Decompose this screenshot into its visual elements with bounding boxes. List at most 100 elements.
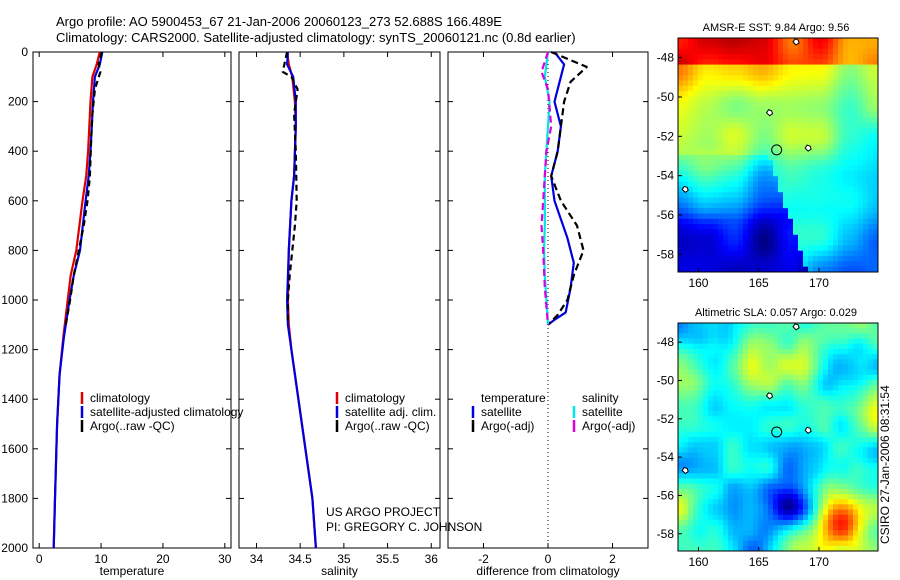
heatmap-cell bbox=[773, 499, 779, 505]
heatmap-cell bbox=[683, 112, 689, 119]
heatmap-cell bbox=[693, 250, 699, 257]
heatmap-cell bbox=[818, 96, 824, 103]
heatmap-cell bbox=[783, 457, 789, 464]
heatmap-cell bbox=[793, 117, 799, 124]
heatmap-cell bbox=[833, 139, 839, 145]
heatmap-cell bbox=[848, 328, 854, 334]
heatmap-cell bbox=[743, 504, 749, 510]
heatmap-cell bbox=[838, 405, 844, 412]
heatmap-cell bbox=[768, 348, 774, 355]
heatmap-cell bbox=[843, 457, 849, 464]
heatmap-cell bbox=[758, 133, 764, 140]
heatmap-cell bbox=[768, 380, 774, 386]
heatmap-cell bbox=[738, 504, 744, 510]
heatmap-cell bbox=[778, 545, 784, 552]
heatmap-cell bbox=[773, 208, 779, 214]
heatmap-cell bbox=[793, 224, 799, 230]
heatmap-cell bbox=[788, 478, 794, 485]
heatmap-cell bbox=[753, 96, 759, 103]
heatmap-cell bbox=[778, 117, 784, 124]
heatmap-cell bbox=[758, 483, 764, 490]
heatmap-cell bbox=[713, 85, 719, 92]
heatmap-cell bbox=[828, 468, 834, 474]
heatmap-cell bbox=[818, 139, 824, 145]
heatmap-cell bbox=[713, 133, 719, 140]
heatmap-cell bbox=[873, 333, 879, 339]
heatmap-cell bbox=[813, 170, 819, 177]
heatmap-cell bbox=[868, 155, 874, 161]
heatmap-cell bbox=[833, 85, 839, 92]
heatmap-cell bbox=[808, 442, 814, 448]
heatmap-cell bbox=[723, 400, 729, 407]
heatmap-cell bbox=[718, 213, 724, 220]
heatmap-cell bbox=[728, 488, 734, 495]
heatmap-cell bbox=[683, 400, 689, 407]
heatmap-cell bbox=[843, 416, 849, 422]
heatmap-cell bbox=[773, 155, 779, 161]
heatmap-cell bbox=[733, 452, 739, 459]
heatmap-cell bbox=[803, 59, 809, 65]
heatmap-cell bbox=[768, 128, 774, 135]
heatmap-cell bbox=[763, 380, 769, 386]
heatmap-cell bbox=[748, 96, 754, 103]
heatmap-cell bbox=[813, 380, 819, 386]
heatmap-cell bbox=[758, 442, 764, 448]
heatmap-cell bbox=[688, 208, 694, 214]
heatmap-cell bbox=[768, 545, 774, 552]
heatmap-cell bbox=[798, 101, 804, 108]
heatmap-cell bbox=[693, 359, 699, 365]
heatmap-cell bbox=[843, 525, 849, 531]
heatmap-cell bbox=[863, 155, 869, 161]
heatmap-cell bbox=[803, 452, 809, 459]
heatmap-cell bbox=[793, 540, 799, 547]
heatmap-cell bbox=[748, 535, 754, 542]
heatmap-cell bbox=[748, 514, 754, 521]
heatmap-cell bbox=[838, 250, 844, 257]
heatmap-cell bbox=[808, 266, 814, 273]
heatmap-cell bbox=[763, 186, 769, 193]
heatmap-cell bbox=[713, 416, 719, 422]
heatmap-cell bbox=[768, 123, 774, 129]
heatmap-cell bbox=[843, 328, 849, 334]
heatmap-cell bbox=[678, 525, 684, 531]
heatmap-cell bbox=[823, 48, 829, 55]
heatmap-cell bbox=[708, 431, 714, 438]
heatmap-cell bbox=[763, 53, 769, 60]
heatmap-cell bbox=[688, 519, 694, 526]
heatmap-cell bbox=[778, 457, 784, 464]
heatmap-cell bbox=[828, 218, 834, 225]
heatmap-cell bbox=[868, 374, 874, 381]
heatmap-cell bbox=[693, 457, 699, 464]
heatmap-cell bbox=[678, 245, 684, 252]
heatmap-cell bbox=[708, 519, 714, 526]
heatmap-cell bbox=[858, 133, 864, 140]
heatmap-cell bbox=[873, 165, 879, 172]
heatmap-cell bbox=[708, 266, 714, 273]
heatmap-cell bbox=[708, 224, 714, 230]
heatmap-cell bbox=[728, 160, 734, 167]
heatmap-cell bbox=[743, 149, 749, 156]
heatmap-cell bbox=[813, 43, 819, 50]
heatmap-cell bbox=[783, 421, 789, 428]
heatmap-cell bbox=[778, 343, 784, 350]
heatmap-cell bbox=[778, 165, 784, 172]
heatmap-cell bbox=[808, 139, 814, 145]
heatmap-cell bbox=[723, 457, 729, 464]
heatmap-cell bbox=[748, 38, 754, 44]
heatmap-cell bbox=[828, 328, 834, 334]
heatmap-cell bbox=[848, 421, 854, 428]
heatmap-cell bbox=[693, 468, 699, 474]
heatmap-cell bbox=[718, 540, 724, 547]
heatmap-cell bbox=[768, 514, 774, 521]
heatmap-cell bbox=[853, 229, 859, 236]
heatmap-cell bbox=[823, 160, 829, 167]
heatmap-cell bbox=[823, 123, 829, 129]
heatmap-cell bbox=[718, 112, 724, 119]
heatmap-cell bbox=[868, 59, 874, 65]
heatmap-cell bbox=[848, 202, 854, 209]
heatmap-cell bbox=[783, 395, 789, 402]
heatmap-cell bbox=[748, 478, 754, 485]
heatmap-cell bbox=[783, 218, 789, 225]
heatmap-cell bbox=[868, 117, 874, 124]
